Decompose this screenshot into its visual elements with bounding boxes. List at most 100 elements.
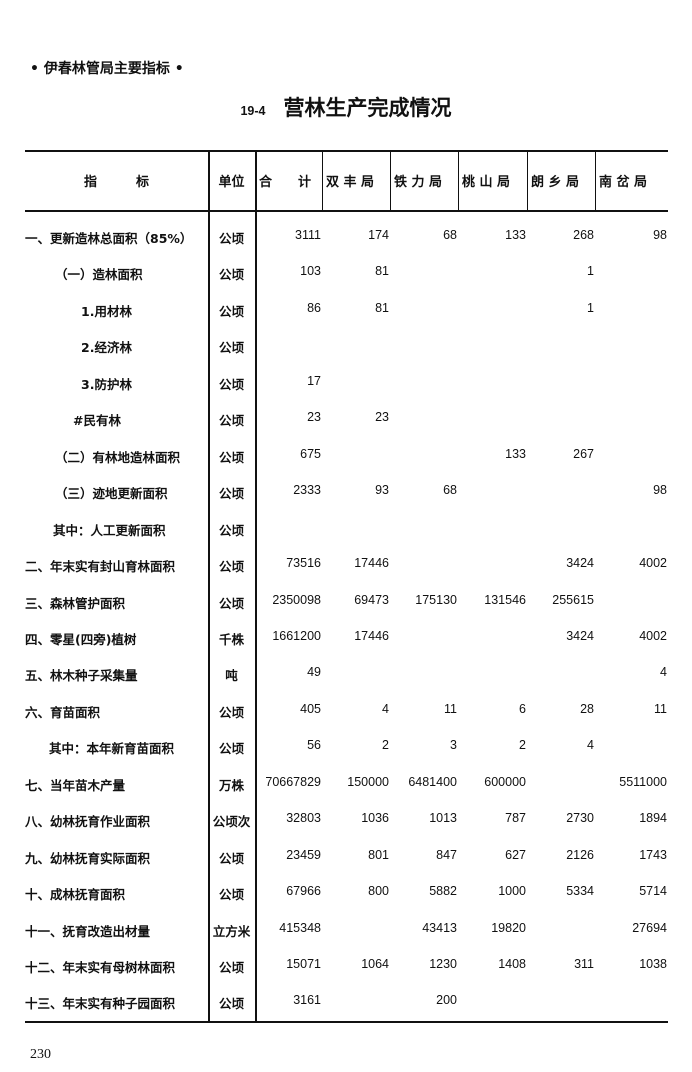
table-row: 五、林木种子采集量 吨 49 4 bbox=[25, 665, 668, 685]
value-cell: 4002 bbox=[639, 628, 667, 643]
row-label: 3.防护林 bbox=[81, 376, 132, 392]
value-cell: 1064 bbox=[361, 957, 389, 971]
row-unit: 公顷 bbox=[218, 303, 244, 319]
value-cell: 3111 bbox=[295, 228, 321, 242]
value-cell: 15071 bbox=[286, 957, 321, 971]
value-cell: 600000 bbox=[484, 774, 526, 789]
row-unit: 公顷 bbox=[218, 340, 244, 356]
value-cell: 17 bbox=[307, 373, 321, 388]
value-cell: 5714 bbox=[639, 884, 667, 899]
value-cell: 2 bbox=[519, 738, 526, 753]
row-unit: 公顷 bbox=[218, 486, 244, 502]
value-cell: 5511000 bbox=[619, 774, 667, 789]
value-cell: 4 bbox=[587, 738, 594, 753]
value-cell: 6 bbox=[519, 701, 526, 716]
row-unit: 公顷 bbox=[218, 522, 244, 538]
value-cell: 1661200 bbox=[272, 628, 321, 643]
value-cell: 32803 bbox=[286, 811, 321, 826]
value-cell: 5334 bbox=[566, 884, 594, 899]
table-row: （二）有林地造林面积 公顷 675 133 267 bbox=[25, 447, 668, 467]
row-label: 其中：人工更新面积 bbox=[53, 522, 166, 538]
table-row: 七、当年苗木产量 万株 70667829 150000 6481400 600000 551… bbox=[25, 775, 668, 795]
top-rule bbox=[25, 150, 668, 152]
value-cell: 405 bbox=[300, 701, 321, 716]
column-divider bbox=[255, 150, 257, 1022]
value-cell: 133 bbox=[505, 228, 526, 242]
column-divider bbox=[208, 150, 210, 1022]
value-cell: 19820 bbox=[491, 920, 526, 935]
value-cell: 11 bbox=[444, 701, 457, 716]
row-unit: 公顷 bbox=[218, 559, 244, 575]
value-cell: 133 bbox=[505, 446, 526, 461]
value-cell: 27694 bbox=[632, 920, 667, 935]
value-cell: 627 bbox=[505, 847, 526, 862]
value-cell: 43413 bbox=[422, 920, 457, 935]
value-cell: 1036 bbox=[361, 811, 389, 826]
table-row: 二、年末实有封山育林面积 公顷 73516 17446 3424 4002 bbox=[25, 556, 668, 576]
column-divider bbox=[390, 150, 391, 211]
value-cell: 103 bbox=[300, 264, 321, 279]
row-label: 十二、年末实有母树林面积 bbox=[25, 960, 176, 975]
row-unit: 千株 bbox=[218, 631, 244, 647]
value-cell: 17446 bbox=[354, 556, 389, 571]
row-unit: 万株 bbox=[218, 777, 244, 793]
value-cell: 11 bbox=[654, 701, 667, 716]
table-row: 3.防护林 公顷 17 bbox=[25, 374, 668, 394]
value-cell: 175130 bbox=[415, 592, 457, 607]
value-cell: 49 bbox=[307, 665, 321, 680]
row-unit: 公顷 bbox=[218, 267, 244, 283]
value-cell: 311 bbox=[574, 957, 594, 971]
value-cell: 23 bbox=[375, 410, 389, 425]
row-label: 四、零星(四旁)植树 bbox=[25, 631, 137, 647]
value-cell: 5882 bbox=[429, 884, 457, 899]
table-row: 十二、年末实有母树林面积 公顷 15071 1064 1230 1408 311 1038 bbox=[25, 957, 668, 977]
value-cell: 1038 bbox=[639, 957, 667, 971]
row-unit: 吨 bbox=[225, 668, 238, 684]
value-cell: 81 bbox=[375, 264, 389, 279]
value-cell: 174 bbox=[368, 228, 389, 242]
value-cell: 67966 bbox=[286, 884, 321, 899]
value-cell: 801 bbox=[368, 847, 389, 862]
value-cell: 98 bbox=[653, 483, 667, 498]
table-row: 八、幼林抚育作业面积 公顷次 32803 1036 1013 787 2730 1894 bbox=[25, 811, 668, 831]
column-divider bbox=[458, 150, 459, 211]
column-header: 双 丰 局 bbox=[326, 174, 375, 190]
value-cell: 4002 bbox=[639, 556, 667, 571]
value-cell: 675 bbox=[300, 446, 321, 461]
column-header: 桃 山 局 bbox=[462, 174, 511, 190]
row-label: 十一、抚育改造出材量 bbox=[25, 923, 151, 939]
row-label: 1.用材林 bbox=[81, 303, 132, 319]
table-row: 十一、抚育改造出材量 立方米 415348 43413 19820 27694 bbox=[25, 921, 668, 941]
row-label: 六、育苗面积 bbox=[25, 704, 101, 720]
value-cell: 267 bbox=[573, 446, 594, 461]
value-cell: 1013 bbox=[429, 811, 457, 826]
value-cell: 847 bbox=[436, 847, 457, 862]
table-title: 营林生产完成情况 bbox=[283, 96, 452, 120]
page-title: 19-4 营林生产完成情况 bbox=[0, 92, 692, 122]
value-cell: 787 bbox=[505, 811, 526, 826]
column-header: 南 岔 局 bbox=[599, 174, 648, 190]
header-rule bbox=[25, 210, 668, 212]
value-cell: 800 bbox=[368, 884, 389, 899]
row-label: （三）迹地更新面积 bbox=[55, 486, 168, 502]
value-cell: 28 bbox=[580, 701, 594, 716]
table-row: #民有林 公顷 23 23 bbox=[25, 410, 668, 430]
row-label: 二、年末实有封山育林面积 bbox=[25, 559, 176, 575]
value-cell: 4 bbox=[660, 665, 667, 680]
value-cell: 150000 bbox=[347, 774, 389, 789]
row-unit: 公顷 bbox=[218, 449, 244, 465]
running-head: • 伊春林管局主要指标 • bbox=[30, 61, 184, 77]
value-cell: 2333 bbox=[293, 483, 321, 498]
row-unit: 公顷 bbox=[218, 996, 244, 1012]
value-cell: 3 bbox=[450, 738, 457, 753]
table-row: 2.经济林 公顷 bbox=[25, 337, 668, 357]
column-divider bbox=[527, 150, 528, 211]
page-number: 230 bbox=[30, 1047, 51, 1062]
row-label: （二）有林地造林面积 bbox=[55, 449, 181, 465]
row-label: 其中：本年新育苗面积 bbox=[49, 741, 175, 757]
value-cell: 3424 bbox=[566, 628, 594, 643]
table-row: 四、零星(四旁)植树 千株 1661200 17446 3424 4002 bbox=[25, 629, 668, 649]
table-row: 三、森林管护面积 公顷 2350098 69473 175130 131546 255615 bbox=[25, 593, 668, 613]
table-row: 一、更新造林总面积（85%） 公顷 3111 174 68 133 268 98 bbox=[25, 228, 668, 248]
value-cell: 68 bbox=[443, 483, 457, 498]
